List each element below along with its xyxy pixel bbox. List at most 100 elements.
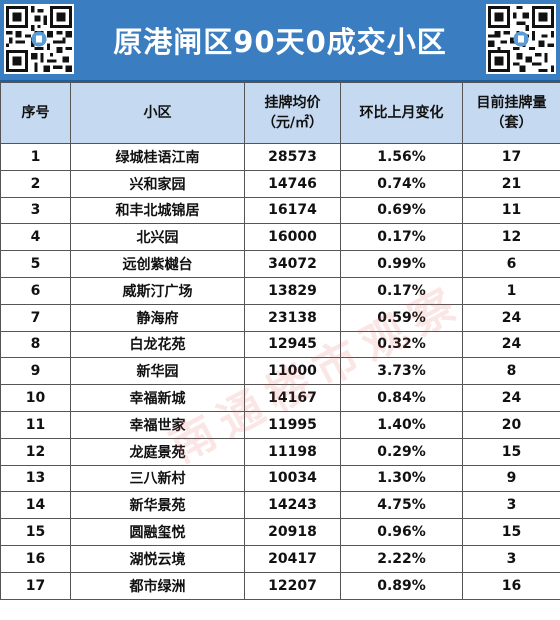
cell-seq: 12 — [0, 437, 71, 466]
cell-mom-change: 1.40% — [340, 410, 463, 439]
cell-seq: 1 — [0, 143, 71, 171]
cell-listing-count: 24 — [462, 330, 560, 359]
header-seq: 序号 — [0, 82, 71, 144]
cell-mom-change: 0.32% — [340, 330, 463, 359]
table-row: 8 白龙花苑 12945 0.32% 24 — [0, 330, 560, 359]
cell-listing-count: 9 — [462, 464, 560, 493]
cell-listing-count: 3 — [462, 491, 560, 520]
table-row: 15 圆融玺悦 20918 0.96% 15 — [0, 518, 560, 546]
cell-mom-change: 0.17% — [340, 223, 463, 252]
table-row: 3 和丰北城锦居 16174 0.69% 11 — [0, 196, 560, 225]
cell-mom-change: 3.73% — [340, 357, 463, 386]
cell-community-name: 兴和家园 — [70, 169, 245, 198]
cell-community-name: 都市绿洲 — [70, 571, 245, 600]
title-banner: 原港闸区90天0成交小区 — [0, 0, 560, 82]
cell-community-name: 威斯汀广场 — [70, 276, 245, 305]
header-price: 挂牌均价 （元/㎡） — [244, 82, 341, 144]
cell-listing-count: 17 — [462, 143, 560, 171]
cell-listing-count: 21 — [462, 169, 560, 198]
header-count-line1: 目前挂牌量 — [476, 95, 547, 111]
cell-avg-price: 20918 — [244, 518, 341, 546]
cell-avg-price: 14167 — [244, 384, 341, 412]
table-body: 1 绿城桂语江南 28573 1.56% 17 2 兴和家园 14746 0.74% 21 3 和丰北… — [0, 143, 560, 600]
cell-avg-price: 16174 — [244, 196, 341, 225]
cell-avg-price: 14746 — [244, 169, 341, 198]
table-row: 7 静海府 23138 0.59% 24 — [0, 303, 560, 332]
header-name: 小区 — [70, 82, 245, 144]
cell-avg-price: 12207 — [244, 571, 341, 600]
listing-table: 序号 小区 挂牌均价 （元/㎡） 环比上月变化 目前挂牌量 （套） 1 绿城桂语江… — [0, 82, 560, 600]
cell-mom-change: 4.75% — [340, 491, 463, 520]
table-row: 16 湖悦云境 20417 2.22% 3 — [0, 544, 560, 573]
cell-community-name: 圆融玺悦 — [70, 518, 245, 546]
cell-listing-count: 16 — [462, 571, 560, 600]
table-row: 11 幸福世家 11995 1.40% 20 — [0, 410, 560, 439]
cell-seq: 8 — [0, 330, 71, 359]
cell-mom-change: 0.89% — [340, 571, 463, 600]
qr-code-icon — [486, 4, 556, 74]
cell-listing-count: 1 — [462, 276, 560, 305]
cell-community-name: 龙庭景苑 — [70, 437, 245, 466]
cell-mom-change: 0.59% — [340, 303, 463, 332]
cell-seq: 15 — [0, 518, 71, 546]
cell-mom-change: 1.56% — [340, 143, 463, 171]
cell-community-name: 幸福新城 — [70, 384, 245, 412]
cell-listing-count: 15 — [462, 518, 560, 546]
cell-listing-count: 12 — [462, 223, 560, 252]
cell-mom-change: 0.29% — [340, 437, 463, 466]
table-row: 1 绿城桂语江南 28573 1.56% 17 — [0, 143, 560, 171]
cell-community-name: 幸福世家 — [70, 410, 245, 439]
cell-listing-count: 3 — [462, 544, 560, 573]
cell-seq: 3 — [0, 196, 71, 225]
cell-seq: 13 — [0, 464, 71, 493]
cell-seq: 4 — [0, 223, 71, 252]
qr-code-icon — [4, 4, 74, 74]
cell-avg-price: 11000 — [244, 357, 341, 386]
cell-mom-change: 0.74% — [340, 169, 463, 198]
cell-mom-change: 2.22% — [340, 544, 463, 573]
table-row: 4 北兴园 16000 0.17% 12 — [0, 223, 560, 252]
cell-avg-price: 20417 — [244, 544, 341, 573]
table-row: 17 都市绿洲 12207 0.89% 16 — [0, 571, 560, 600]
cell-seq: 11 — [0, 410, 71, 439]
cell-seq: 16 — [0, 544, 71, 573]
cell-seq: 2 — [0, 169, 71, 198]
cell-avg-price: 11995 — [244, 410, 341, 439]
header-change: 环比上月变化 — [340, 82, 463, 144]
cell-avg-price: 16000 — [244, 223, 341, 252]
cell-avg-price: 12945 — [244, 330, 341, 359]
cell-seq: 7 — [0, 303, 71, 332]
cell-listing-count: 11 — [462, 196, 560, 225]
cell-seq: 5 — [0, 250, 71, 278]
cell-seq: 14 — [0, 491, 71, 520]
cell-seq: 17 — [0, 571, 71, 600]
cell-community-name: 湖悦云境 — [70, 544, 245, 573]
header-count-line2: （套） — [490, 115, 533, 131]
cell-avg-price: 34072 — [244, 250, 341, 278]
cell-avg-price: 14243 — [244, 491, 341, 520]
cell-avg-price: 23138 — [244, 303, 341, 332]
header-count: 目前挂牌量 （套） — [462, 82, 560, 144]
table-row: 10 幸福新城 14167 0.84% 24 — [0, 384, 560, 412]
table-header: 序号 小区 挂牌均价 （元/㎡） 环比上月变化 目前挂牌量 （套） — [0, 82, 560, 144]
cell-avg-price: 11198 — [244, 437, 341, 466]
table-row: 6 威斯汀广场 13829 0.17% 1 — [0, 276, 560, 305]
cell-avg-price: 28573 — [244, 143, 341, 171]
cell-community-name: 白龙花苑 — [70, 330, 245, 359]
cell-seq: 10 — [0, 384, 71, 412]
cell-listing-count: 24 — [462, 303, 560, 332]
table-row: 14 新华景苑 14243 4.75% 3 — [0, 491, 560, 520]
page-title: 原港闸区90天0成交小区 — [113, 25, 447, 59]
cell-seq: 6 — [0, 276, 71, 305]
table-row: 5 远创紫樾台 34072 0.99% 6 — [0, 250, 560, 278]
cell-community-name: 远创紫樾台 — [70, 250, 245, 278]
cell-mom-change: 0.17% — [340, 276, 463, 305]
cell-community-name: 新华园 — [70, 357, 245, 386]
cell-community-name: 北兴园 — [70, 223, 245, 252]
cell-mom-change: 0.69% — [340, 196, 463, 225]
table-row: 2 兴和家园 14746 0.74% 21 — [0, 169, 560, 198]
cell-listing-count: 15 — [462, 437, 560, 466]
header-price-line1: 挂牌均价 — [264, 95, 321, 111]
header-price-line2: （元/㎡） — [261, 115, 324, 131]
